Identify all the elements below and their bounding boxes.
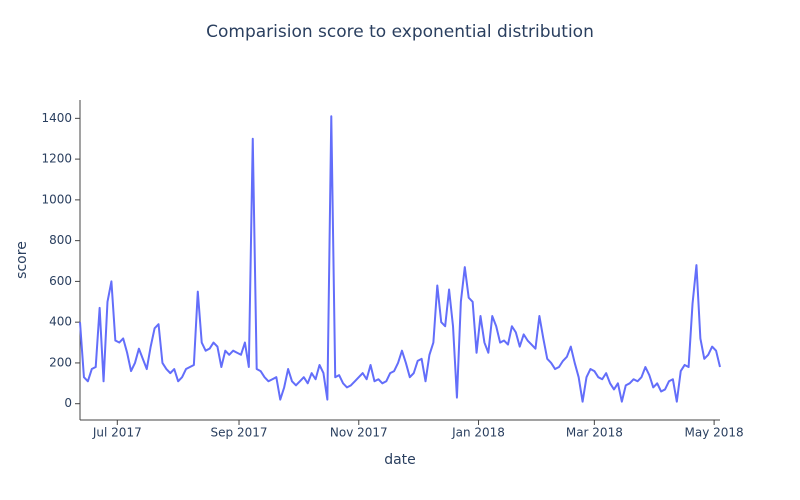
y-tick-label: 800 [49,233,72,247]
x-tick-label: Sep 2017 [211,426,268,440]
y-tick-label: 0 [64,396,72,410]
x-tick-label: Jan 2018 [451,426,505,440]
y-tick-label: 1000 [41,192,72,206]
x-tick-label: Nov 2017 [330,426,388,440]
data-line [79,115,721,403]
y-tick-label: 1400 [41,111,72,125]
y-tick-label: 1200 [41,152,72,166]
y-tick-label: 400 [49,315,72,329]
chart-title: Comparision score to exponential distrib… [206,22,594,42]
y-axis-title: score [14,241,30,279]
x-axis-title: date [384,452,416,468]
x-tick-label: Jul 2017 [92,426,142,440]
y-tick-label: 600 [49,274,72,288]
y-tick-label: 200 [49,355,72,369]
x-tick-label: May 2018 [685,426,744,440]
x-tick-label: Mar 2018 [566,426,623,440]
